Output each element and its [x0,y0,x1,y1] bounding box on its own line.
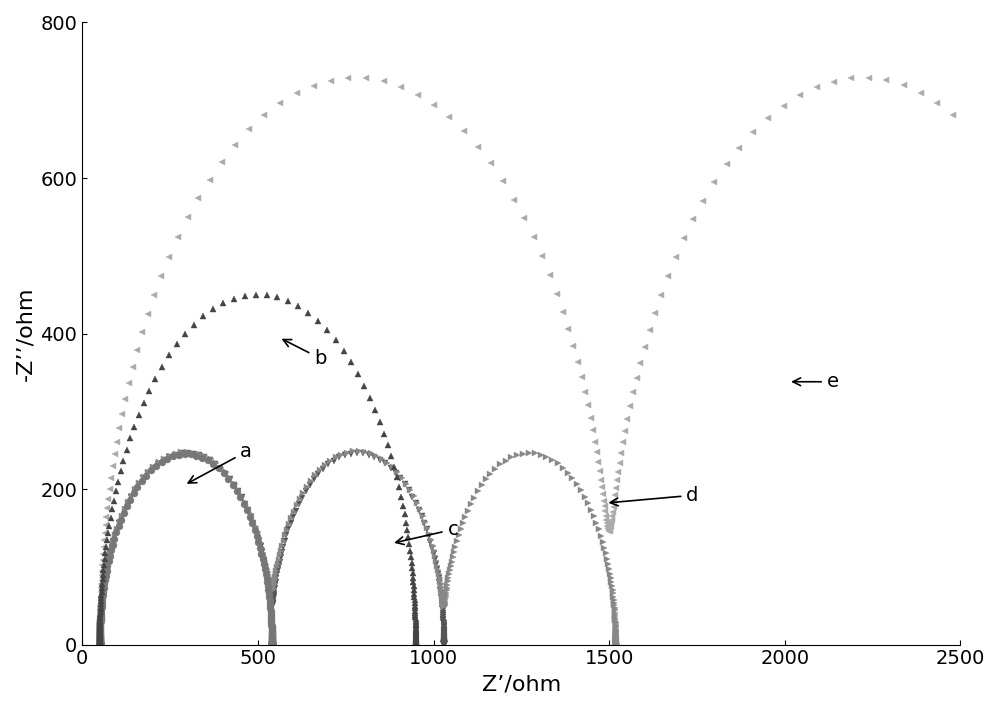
Y-axis label: -Z’’/ohm: -Z’’/ohm [15,286,35,381]
Text: e: e [793,372,839,391]
Text: d: d [610,486,699,506]
X-axis label: Z’/ohm: Z’/ohm [482,674,561,694]
Text: c: c [396,520,458,545]
Text: a: a [188,442,252,483]
Text: b: b [283,340,326,368]
